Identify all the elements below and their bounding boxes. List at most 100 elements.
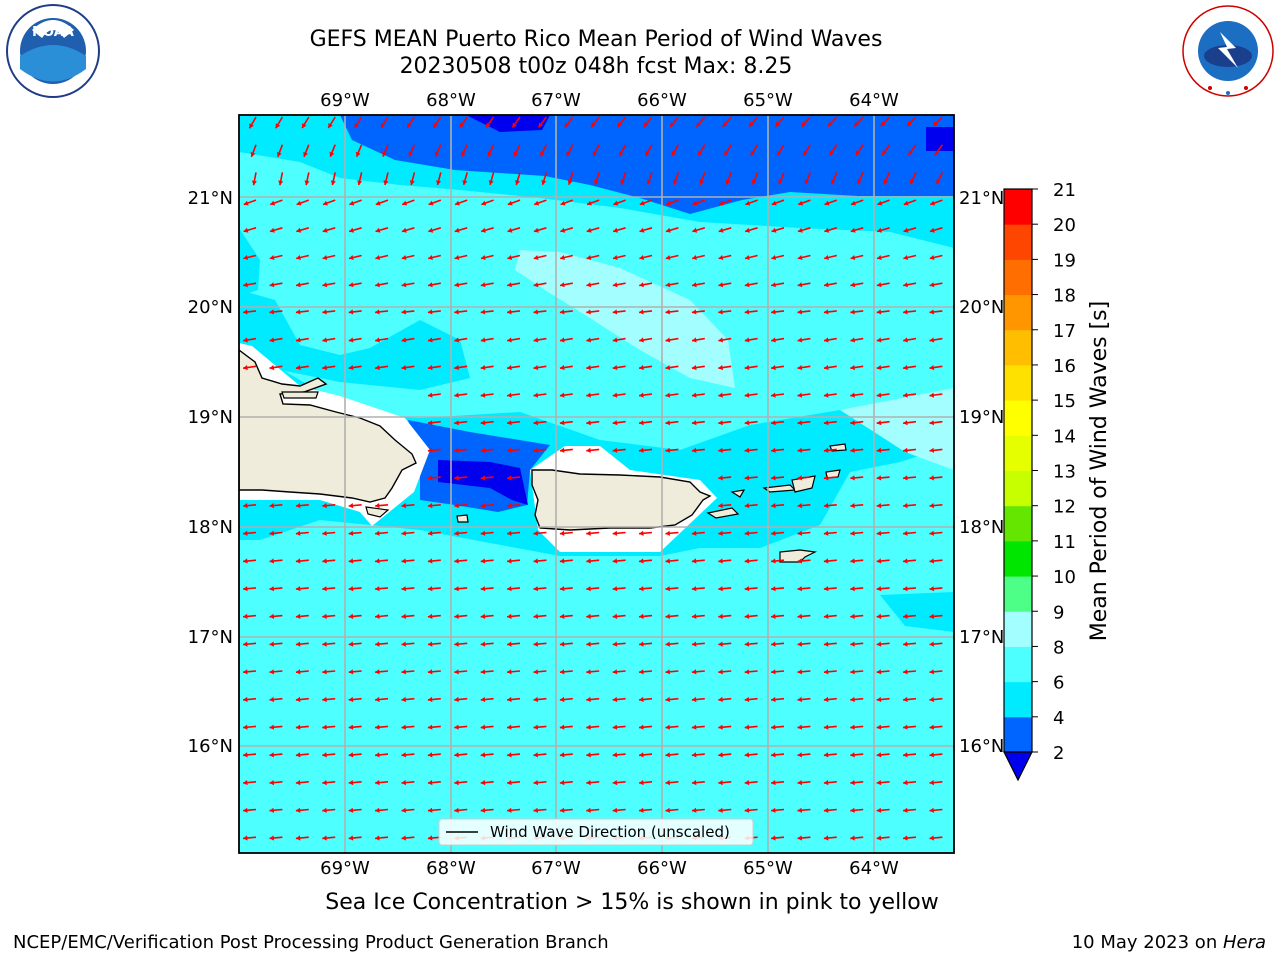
wave-arrow-head: [665, 696, 670, 703]
wave-arrow-head: [427, 752, 433, 758]
svg-text:NOAA: NOAA: [32, 25, 74, 40]
wave-arrow-head: [454, 337, 459, 343]
wave-arrow-head: [929, 475, 934, 481]
colorbar-segment: [1004, 189, 1032, 225]
wave-arrow-head: [401, 255, 407, 260]
wave-arrow-head: [481, 255, 486, 260]
wave-arrow-head: [251, 180, 257, 186]
wave-arrow-head: [295, 586, 301, 592]
wave-arrow-head: [322, 558, 327, 564]
wave-arrow-head: [691, 558, 697, 564]
wave-arrow-head: [454, 780, 459, 786]
wave-arrow-head: [903, 586, 908, 592]
wave-arrow-head: [533, 696, 538, 703]
wave-arrow-head: [665, 420, 671, 426]
wave-arrow-head: [876, 641, 882, 647]
wave-arrow-head: [533, 447, 538, 453]
wave-arrow-head: [375, 724, 380, 730]
wave-arrow-head: [586, 613, 591, 619]
wave-arrow-head: [797, 309, 802, 315]
wave-arrow-head: [269, 309, 274, 315]
wave-arrow-head: [876, 835, 882, 841]
wave-arrow-head: [533, 780, 538, 786]
wave-arrow-head: [718, 724, 723, 730]
wave-arrow-head: [823, 309, 829, 315]
wave-arrow-head: [876, 586, 882, 592]
wave-arrow-head: [744, 752, 750, 758]
wave-arrow-head: [850, 255, 856, 260]
colorbar-tick-label: 11: [1053, 532, 1076, 553]
wave-arrow-head: [586, 282, 592, 288]
wave-arrow-head: [929, 309, 934, 315]
wave-arrow-head: [850, 835, 855, 841]
wave-arrow-head: [322, 752, 327, 758]
wave-arrow-head: [639, 558, 644, 564]
wave-arrow-head: [428, 337, 433, 343]
wave-arrow-head: [459, 122, 465, 128]
wave-arrow-head: [567, 179, 573, 185]
wave-arrow-head: [718, 475, 723, 481]
wave-arrow-head: [771, 503, 776, 509]
wave-arrow-head: [559, 558, 565, 564]
lon-label-bottom: 65°W: [743, 858, 793, 879]
wave-arrow-head: [718, 586, 723, 592]
wave-arrow-head: [507, 227, 513, 233]
wave-arrow-head: [771, 282, 776, 288]
wave-arrow-head: [427, 613, 433, 619]
wave-arrow-head: [296, 200, 302, 206]
wave-arrow-head: [409, 180, 415, 185]
wave-arrow-head: [243, 696, 248, 703]
wave-arrow-head: [507, 752, 512, 758]
wave-arrow-head: [691, 309, 697, 315]
wave-arrow-head: [908, 150, 914, 156]
wave-arrow-head: [480, 447, 486, 453]
wave-arrow-head: [533, 641, 538, 647]
wave-arrow-head: [903, 447, 908, 453]
wave-arrow-head: [296, 282, 301, 288]
wave-arrow-head: [876, 807, 882, 813]
wave-arrow-head: [665, 227, 671, 233]
wave-arrow-head: [903, 503, 908, 509]
wave-arrow-head: [402, 200, 408, 206]
wave-arrow-head: [348, 696, 354, 703]
wave-arrow-head: [243, 835, 248, 841]
colorbar-tick-label: 6: [1053, 673, 1064, 694]
wave-arrow-head: [559, 392, 565, 398]
wave-arrow-head: [454, 392, 459, 398]
colorbar-segment: [1004, 364, 1032, 401]
wave-arrow-head: [771, 420, 776, 426]
wave-arrow-head: [639, 282, 644, 288]
wave-arrow-head: [744, 641, 750, 647]
wave-arrow-head: [612, 530, 618, 536]
wave-arrow-head: [455, 200, 460, 206]
wave-arrow-head: [375, 365, 380, 371]
wave-arrow-head: [481, 227, 486, 233]
legend-label: Wind Wave Direction (unscaled): [490, 823, 730, 841]
wave-arrow-head: [929, 586, 934, 592]
wave-arrow-head: [348, 309, 354, 315]
wave-arrow-head: [507, 641, 512, 647]
wave-arrow-head: [612, 780, 618, 786]
culebra-island: [730, 489, 746, 498]
wave-arrow-head: [480, 365, 486, 371]
colorbar-segment: [1004, 716, 1032, 753]
wave-arrow-head: [903, 807, 908, 813]
wave-arrow-head: [594, 179, 599, 185]
wave-arrow-head: [876, 530, 882, 536]
wave-arrow-head: [909, 179, 915, 185]
period-band-4-6-central: [239, 290, 470, 390]
wave-arrow-head: [322, 365, 327, 371]
wave-arrow-head: [296, 337, 301, 343]
wave-arrow-head: [855, 150, 861, 156]
wave-arrow-head: [401, 807, 406, 813]
wave-arrow-head: [876, 365, 882, 371]
wave-arrow-head: [401, 724, 406, 730]
nws-logo: [1182, 5, 1274, 97]
wave-arrow-head: [692, 282, 697, 288]
wave-arrow-head: [427, 780, 433, 786]
wave-arrow-head: [454, 586, 459, 592]
wave-arrow-head: [612, 392, 618, 398]
wave-arrow-head: [612, 420, 618, 426]
wave-arrow-head: [586, 669, 591, 675]
wave-arrow-head: [824, 282, 829, 288]
